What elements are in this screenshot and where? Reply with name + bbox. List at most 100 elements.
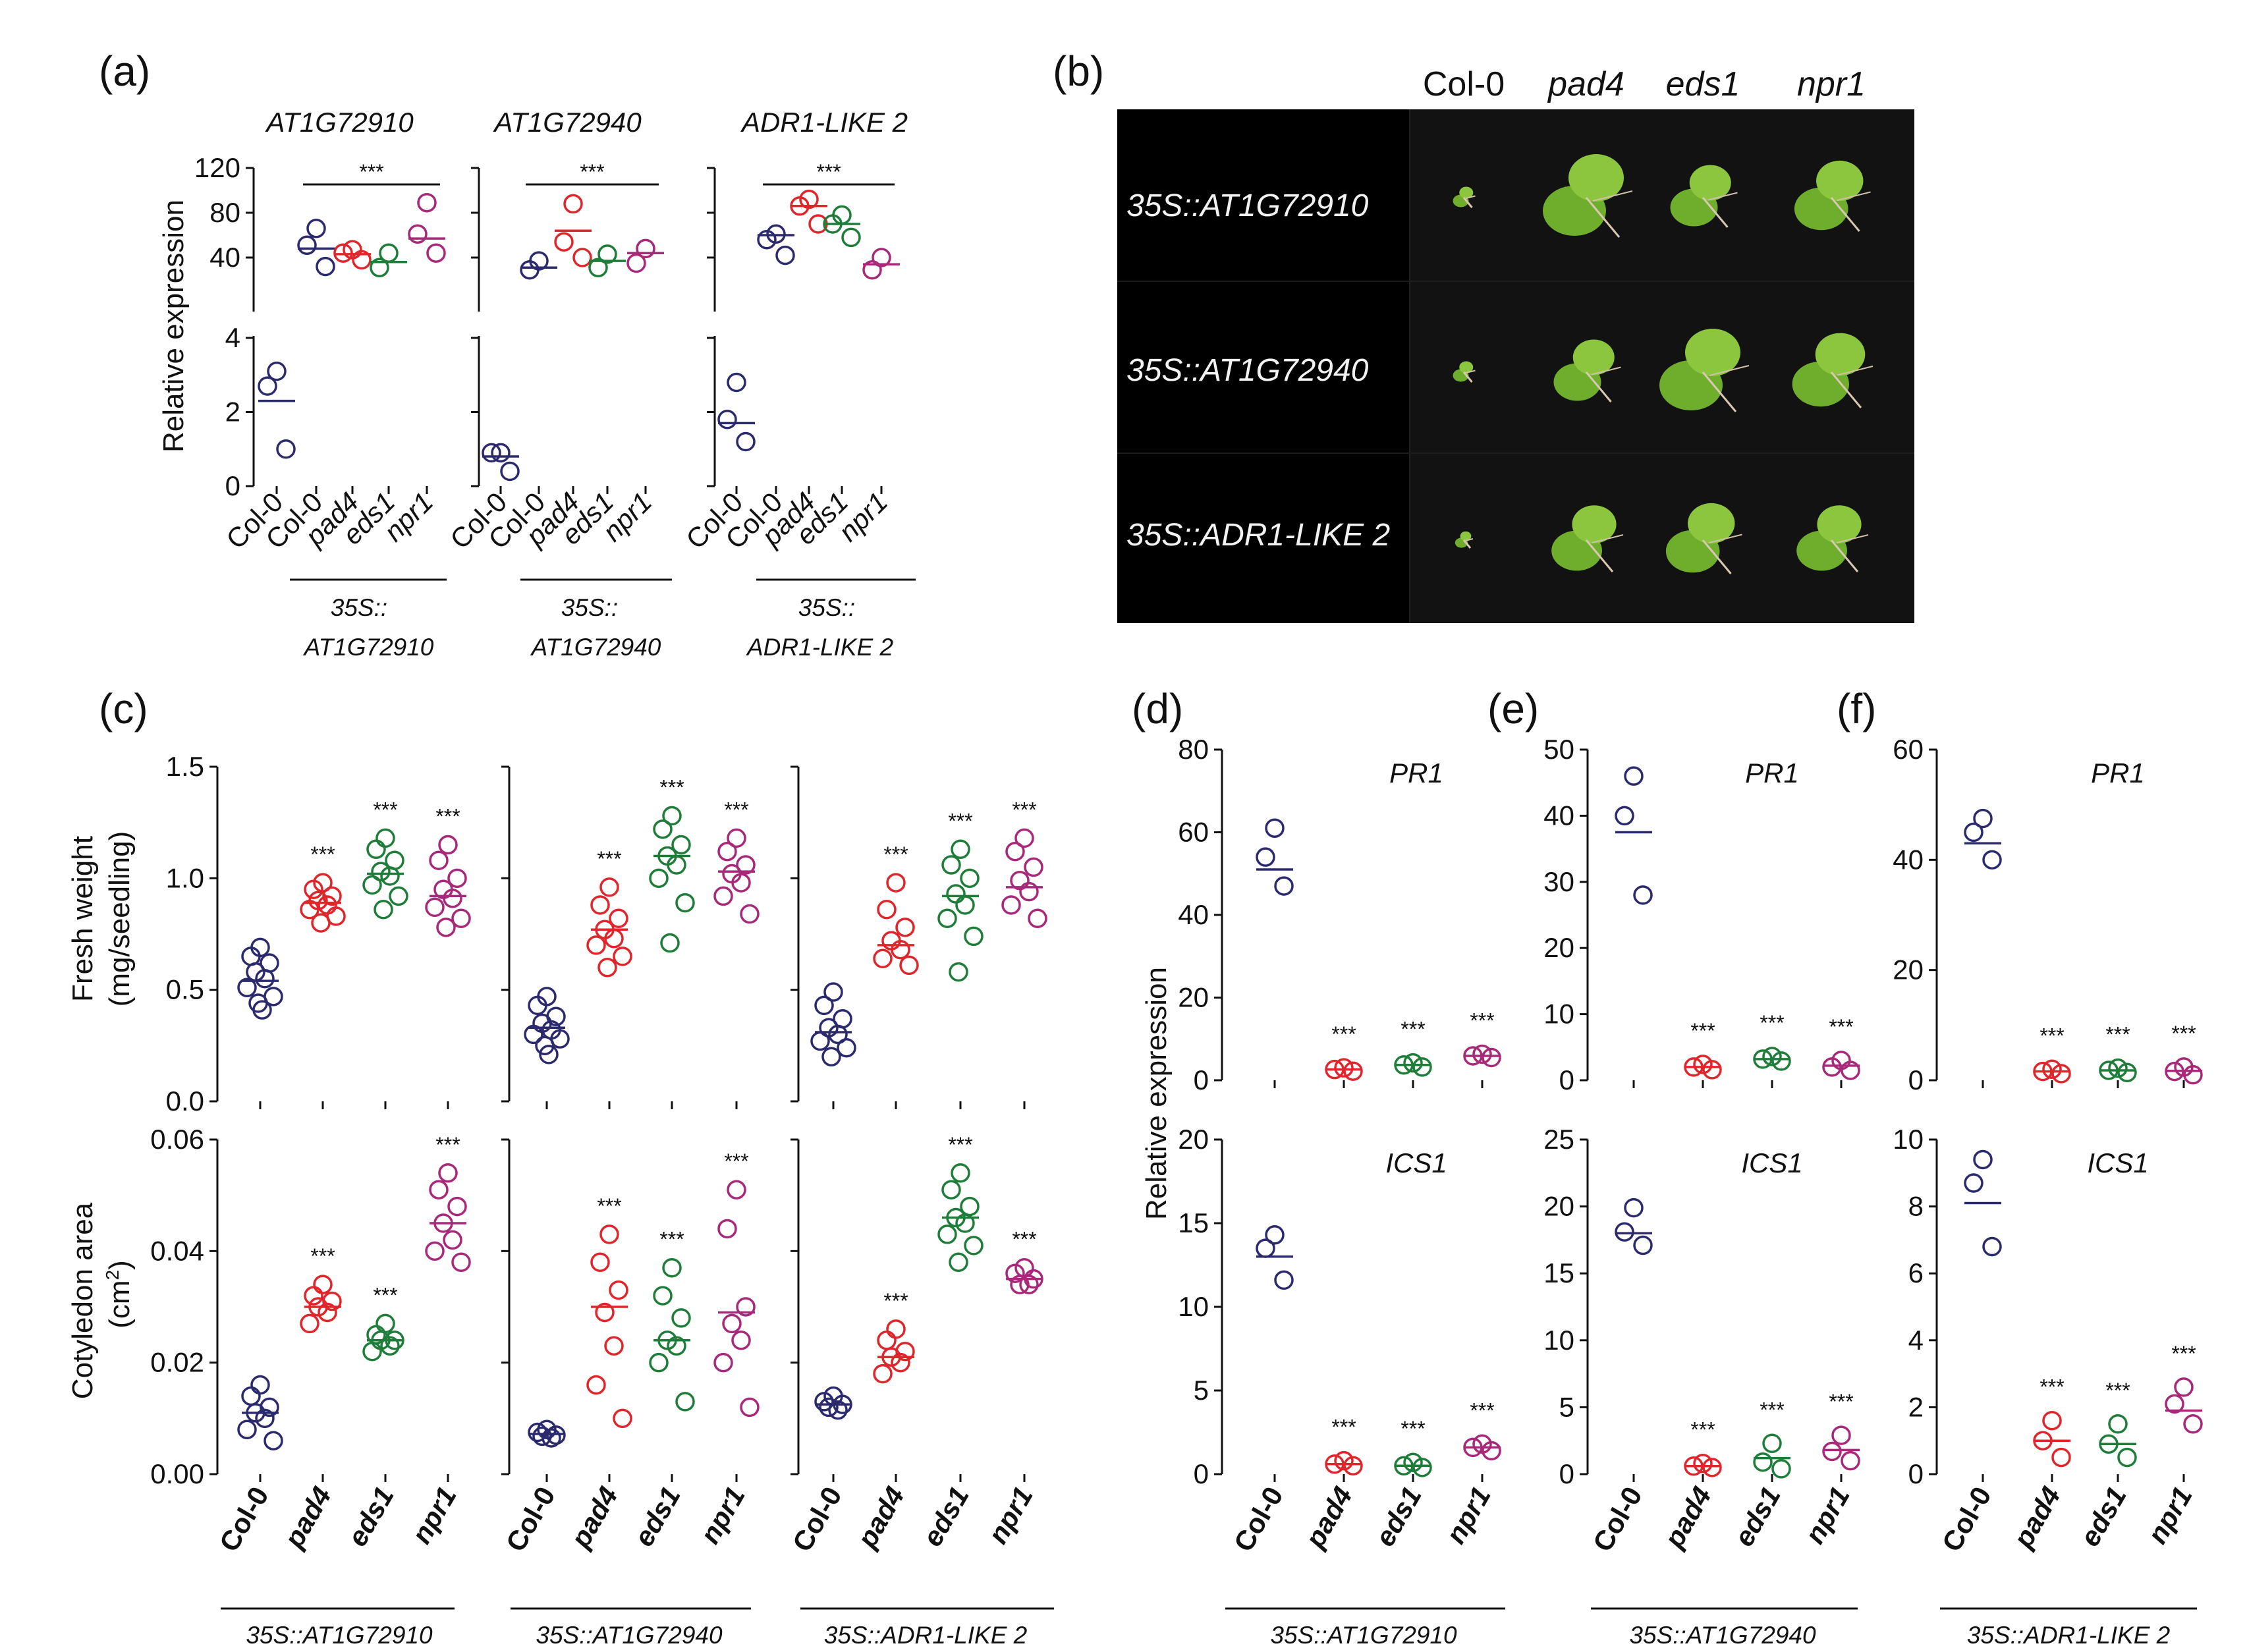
- seedling-leaf: [1568, 154, 1624, 202]
- d-construct: 35S::AT1G72910: [1270, 1622, 1457, 1649]
- c-top-point: [389, 886, 408, 906]
- f-point: [1964, 1173, 1983, 1193]
- a-point: [520, 260, 540, 280]
- seedling-root: [1585, 372, 1612, 402]
- c-top-point: [436, 918, 456, 937]
- a-y-tick-label: 0: [225, 470, 240, 501]
- d-point: [1274, 1270, 1294, 1290]
- a-point: [563, 194, 583, 214]
- c-bottom-point: [727, 1180, 746, 1199]
- c-top-point: [1005, 841, 1025, 862]
- f-point: [1973, 808, 1993, 829]
- d-point: [1274, 876, 1294, 896]
- c-bottom-y-unit-close: ): [103, 1260, 136, 1270]
- seedling-root: [1585, 197, 1621, 238]
- e-point: [1822, 1057, 1842, 1077]
- c-top-point: [362, 875, 382, 895]
- photo-col-label-pad4: pad4: [1547, 65, 1624, 103]
- d-point: [1482, 1441, 1501, 1461]
- c-top-point: [374, 899, 393, 920]
- c-bottom-point: [586, 1375, 606, 1395]
- d-point: [1343, 1456, 1363, 1476]
- seedling-root: [1702, 372, 1737, 412]
- c-bottom-point: [828, 1400, 848, 1420]
- e-point: [1841, 1450, 1860, 1471]
- c-bottom-point: [599, 1225, 619, 1244]
- c-bottom-point: [649, 1352, 669, 1373]
- c-top-point: [300, 899, 319, 920]
- c-bottom-point: [955, 1213, 975, 1233]
- a-significance-label: ***: [816, 160, 841, 184]
- e-significance: ***: [1829, 1390, 1853, 1414]
- seedling-root: [1702, 539, 1732, 574]
- seedling-leaf: [1688, 503, 1735, 544]
- f-gene-title: ICS1: [2087, 1147, 2148, 1178]
- c-top-point: [886, 873, 906, 893]
- c-bottom-point: [595, 1302, 615, 1323]
- e-point: [1633, 885, 1653, 905]
- e-y-tick-label: 25: [1543, 1124, 1574, 1155]
- a-point: [727, 372, 746, 393]
- c-top-point: [823, 982, 843, 1002]
- e-point: [1841, 1060, 1860, 1080]
- f-significance: ***: [2105, 1379, 2130, 1402]
- c-top-point: [653, 819, 673, 839]
- e-point: [1771, 1051, 1791, 1071]
- c-bottom-point: [438, 1163, 458, 1183]
- e-point: [1822, 1441, 1842, 1462]
- c-bottom-point: [541, 1428, 561, 1448]
- c-top-point: [964, 926, 984, 947]
- a-construct-gene-3: ADR1-LIKE 2: [746, 634, 894, 661]
- d-point: [1265, 1225, 1285, 1245]
- a-y-tick-label: 2: [225, 397, 240, 427]
- c-bottom-point: [613, 1408, 632, 1429]
- d-significance: ***: [1470, 1398, 1494, 1422]
- a-point: [370, 258, 389, 278]
- c-bottom-point: [255, 1408, 275, 1429]
- c-top-point: [828, 1024, 848, 1045]
- c-top-point: [937, 908, 957, 929]
- c-bottom-point: [590, 1252, 610, 1273]
- d-significance: ***: [1401, 1417, 1425, 1441]
- c-top-point: [304, 879, 323, 900]
- f-y-tick-label: 10: [1893, 1124, 1924, 1155]
- seedling-root: [1708, 534, 1742, 544]
- c-construct-1: 35S::AT1G72910: [246, 1622, 433, 1649]
- seedling-root: [1830, 372, 1862, 408]
- d-point: [1343, 1061, 1363, 1081]
- c-bottom-point: [662, 1257, 682, 1278]
- c-top-point: [599, 877, 619, 897]
- c-bottom-point: [814, 1392, 834, 1412]
- e-point: [1762, 1047, 1782, 1066]
- a-point: [417, 192, 437, 213]
- c-top-significance: ***: [597, 847, 621, 871]
- e-y-tick-label: 15: [1543, 1257, 1574, 1288]
- c-bottom-point: [653, 1286, 673, 1306]
- c-bottom-point: [891, 1352, 910, 1373]
- a-point: [775, 245, 795, 265]
- c-bottom-point: [380, 1336, 400, 1356]
- e-construct: 35S::AT1G72940: [1629, 1622, 1816, 1649]
- c-bottom-point: [941, 1180, 961, 1199]
- c-top-point: [1001, 895, 1021, 915]
- a-construct-prefix-3: 35S::: [798, 594, 855, 621]
- e-gene-title: PR1: [1745, 757, 1799, 788]
- c-bottom-y-tick-label: 0.06: [150, 1124, 204, 1155]
- seedling-root: [1709, 365, 1750, 376]
- c-bottom-significance: ***: [724, 1149, 748, 1173]
- e-y-tick-label: 20: [1543, 932, 1574, 963]
- photo-col-label-eds1: eds1: [1666, 65, 1740, 103]
- c-top-point: [662, 806, 682, 826]
- d-gene-title: ICS1: [1385, 1147, 1447, 1178]
- d-y-tick-label: 0: [1194, 1458, 1209, 1489]
- e-point: [1615, 806, 1634, 826]
- c-bottom-point: [609, 1280, 628, 1300]
- c-top-point: [895, 918, 915, 937]
- c-top-point: [1024, 857, 1043, 877]
- seedling-leaf: [1572, 339, 1615, 375]
- e-gene-title: ICS1: [1741, 1147, 1802, 1178]
- c-bottom-point: [1005, 1263, 1025, 1283]
- f-point: [2042, 1410, 2062, 1431]
- photo-row-label-2: 35S::AT1G72940: [1126, 353, 1369, 388]
- d-point: [1334, 1058, 1354, 1078]
